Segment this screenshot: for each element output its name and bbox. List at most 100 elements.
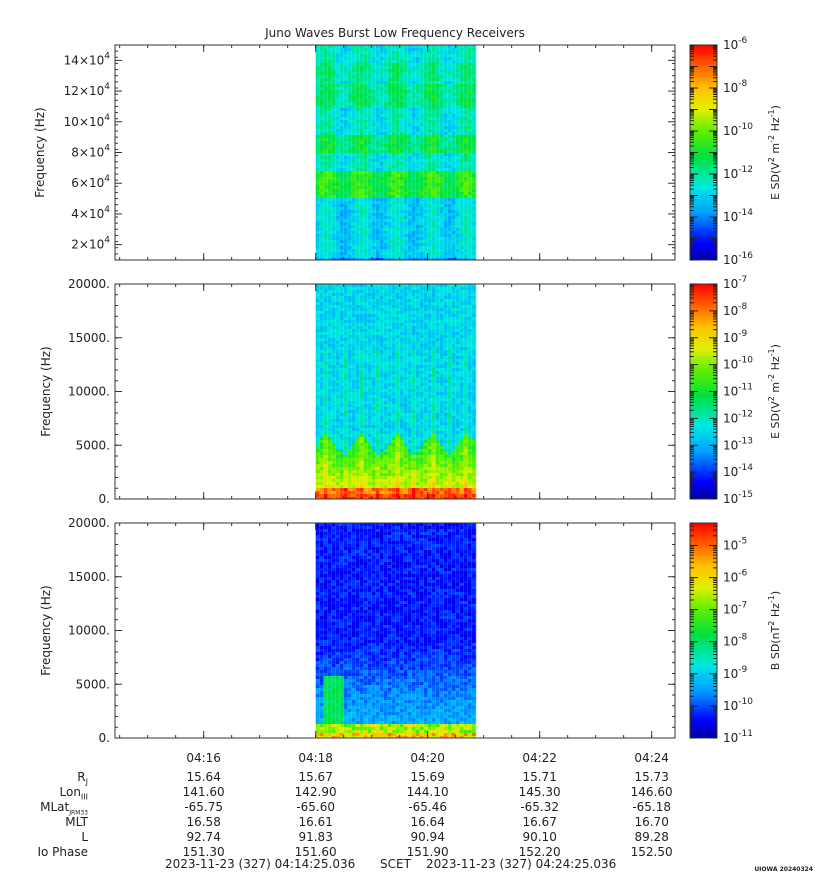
colorbar-tick-label: 10-5 — [723, 536, 747, 552]
x-tick-label: 04:18 — [298, 751, 333, 765]
ephemeris-value: 15.69 — [410, 770, 445, 784]
colorbar-tick-label: 10-15 — [723, 490, 753, 506]
y-axis-label: Frequency (Hz) — [33, 107, 47, 198]
y-tick-label: 8×104 — [71, 144, 110, 160]
ephemeris-value: 141.60 — [182, 785, 225, 799]
ephemeris-row: MLT 16.58 16.61 16.64 16.67 16.70 — [0, 815, 815, 830]
colorbar-tick-label: 10-6 — [723, 36, 748, 52]
ephemeris-value: 16.61 — [298, 815, 333, 829]
colorbar-tick-label: 10-6 — [723, 569, 748, 585]
y-tick-label: 15000. — [68, 570, 110, 584]
ephemeris-value: 152.20 — [518, 845, 561, 859]
y-tick-label: 12×104 — [64, 82, 111, 98]
spectrogram-bottom — [315, 523, 477, 738]
y-tick-label: 10000. — [68, 385, 110, 399]
panel-middle: 0. 5000. 10000. 15000. 20000. Frequency (Hz) 1… — [39, 275, 782, 506]
colorbar-label: E SD(V2 m-2 Hz-1) — [767, 105, 782, 200]
spectrogram-panels: 2×104 4×104 6×104 8×104 10×104 12×104 14×104 Fr… — [33, 36, 782, 745]
y-tick-label: 5000. — [76, 438, 110, 452]
y-tick-label: 5000. — [76, 677, 110, 691]
colorbar-tick-label: 10-14 — [723, 463, 753, 479]
ephemeris-value: 15.67 — [298, 770, 333, 784]
ephemeris-row: Io Phase 151.30 151.60 151.90 152.20 152.50 — [0, 845, 815, 860]
y-tick-label: 6×104 — [71, 174, 110, 190]
ephemeris-row: MLatJRM33 -65.75 -65.60 -65.46 -65.32 -65.18 — [0, 800, 815, 817]
ephemeris-value: 15.71 — [522, 770, 557, 784]
ephemeris-value: -65.32 — [520, 800, 559, 814]
ephemeris-value: -65.75 — [184, 800, 223, 814]
chart-title: Juno Waves Burst Low Frequency Receivers — [264, 26, 525, 40]
ephemeris-value: 151.30 — [182, 845, 225, 859]
ephemeris-value: 15.73 — [634, 770, 669, 784]
colorbar-tick-label: 10-8 — [723, 633, 748, 649]
y-axis-label: Frequency (Hz) — [39, 346, 53, 437]
panel-top: 2×104 4×104 6×104 8×104 10×104 12×104 14×104 Fr… — [33, 36, 782, 267]
y-tick-label: 0. — [99, 731, 110, 745]
colorbar-tick-label: 10-10 — [723, 356, 753, 372]
colorbar-middle: 10-7 10-8 10-9 10-10 10-11 10-12 10-13 10-14 10-… — [689, 275, 782, 506]
ephemeris-row: RJ 15.64 15.67 15.69 15.71 15.73 — [0, 770, 815, 787]
ephemeris-value: 142.90 — [294, 785, 337, 799]
ephemeris-label: Io Phase — [37, 845, 88, 859]
y-tick-label: 14×104 — [64, 51, 111, 67]
spectrogram-middle — [315, 284, 477, 499]
y-tick-label: 4×104 — [71, 205, 110, 221]
y-tick-label: 20000. — [68, 277, 110, 291]
ephemeris-value: 16.70 — [634, 815, 669, 829]
colorbar-label: B SD(nT2 Hz-1) — [767, 591, 782, 670]
ephemeris-label: L — [81, 830, 88, 844]
colorbar-tick-label: 10-8 — [723, 79, 748, 95]
y-tick-label: 0. — [99, 492, 110, 506]
ephemeris-value: 91.83 — [298, 830, 333, 844]
ephemeris-value: 16.64 — [410, 815, 445, 829]
start-time: 2023-11-23 (327) 04:14:25.036 — [165, 857, 356, 871]
y-tick-label: 10000. — [68, 624, 110, 638]
colorbar-tick-label: 10-12 — [723, 409, 753, 425]
ephemeris-label: MLatJRM33 — [40, 800, 88, 817]
colorbar-tick-label: 10-16 — [723, 251, 753, 267]
x-tick-label: 04:20 — [410, 751, 445, 765]
colorbar-tick-label: 10-10 — [723, 697, 753, 713]
y-tick-label: 10×104 — [64, 113, 111, 129]
ephemeris-row: LonIII 141.60 142.90 144.10 145.30 146.60 — [0, 785, 815, 801]
x-tick-label: 04:22 — [522, 751, 557, 765]
colorbar-tick-label: 10-7 — [723, 601, 747, 617]
ephemeris-value: 151.60 — [294, 845, 337, 859]
colorbar-label: E SD(V2 m-2 Hz-1) — [767, 344, 782, 439]
figure: Juno Waves Burst Low Frequency Receivers… — [33, 26, 782, 765]
ephemeris-value: 89.28 — [634, 830, 669, 844]
panel-bottom: 0. 5000. 10000. 15000. 20000. Frequency (Hz) 1… — [39, 516, 782, 745]
y-tick-label: 2×104 — [71, 236, 110, 252]
colorbar-tick-label: 10-11 — [723, 729, 753, 745]
ephemeris-value: 90.94 — [410, 830, 445, 844]
ephemeris-value: 90.10 — [522, 830, 557, 844]
ephemeris-value: 151.90 — [406, 845, 449, 859]
ephemeris-value: 146.60 — [630, 785, 673, 799]
ephemeris-table: RJ 15.64 15.67 15.69 15.71 15.73 LonIII 141.60 1… — [0, 770, 815, 860]
ephemeris-value: 92.74 — [186, 830, 221, 844]
colorbar-bottom: 10-5 10-6 10-7 10-8 10-9 10-10 10-11 B SD(nT2 H… — [689, 522, 782, 745]
ephemeris-value: 152.50 — [630, 845, 673, 859]
ephemeris-value: 144.10 — [406, 785, 449, 799]
colorbar-tick-label: 10-12 — [723, 165, 753, 181]
colorbar-tick-label: 10-7 — [723, 275, 747, 291]
x-tick-label: 04:24 — [634, 751, 669, 765]
ephemeris-label: MLT — [65, 815, 88, 829]
ephemeris-value: 16.58 — [186, 815, 221, 829]
colorbar-top: 10-6 10-8 10-10 10-12 10-14 10-16 E SD(V2 m-2 … — [689, 36, 782, 267]
scet-label: SCET — [380, 857, 411, 871]
colorbar-tick-label: 10-9 — [723, 665, 748, 681]
y-axis-label: Frequency (Hz) — [39, 585, 53, 676]
colorbar-scale — [689, 522, 718, 739]
ephemeris-value: -65.18 — [632, 800, 671, 814]
ephemeris-row: L 92.74 91.83 90.94 90.10 89.28 — [0, 830, 815, 845]
colorbar-tick-label: 10-9 — [723, 329, 748, 345]
ephemeris-value: -65.60 — [296, 800, 335, 814]
colorbar-tick-label: 10-11 — [723, 383, 753, 399]
ephemeris-value: -65.46 — [408, 800, 447, 814]
institution-stamp: UIOWA 20240324 — [754, 866, 813, 873]
ephemeris-label: RJ — [77, 770, 88, 787]
spectrogram-top — [315, 45, 477, 260]
end-time: 2023-11-23 (327) 04:24:25.036 — [426, 857, 617, 871]
ephemeris-value: 16.67 — [522, 815, 557, 829]
